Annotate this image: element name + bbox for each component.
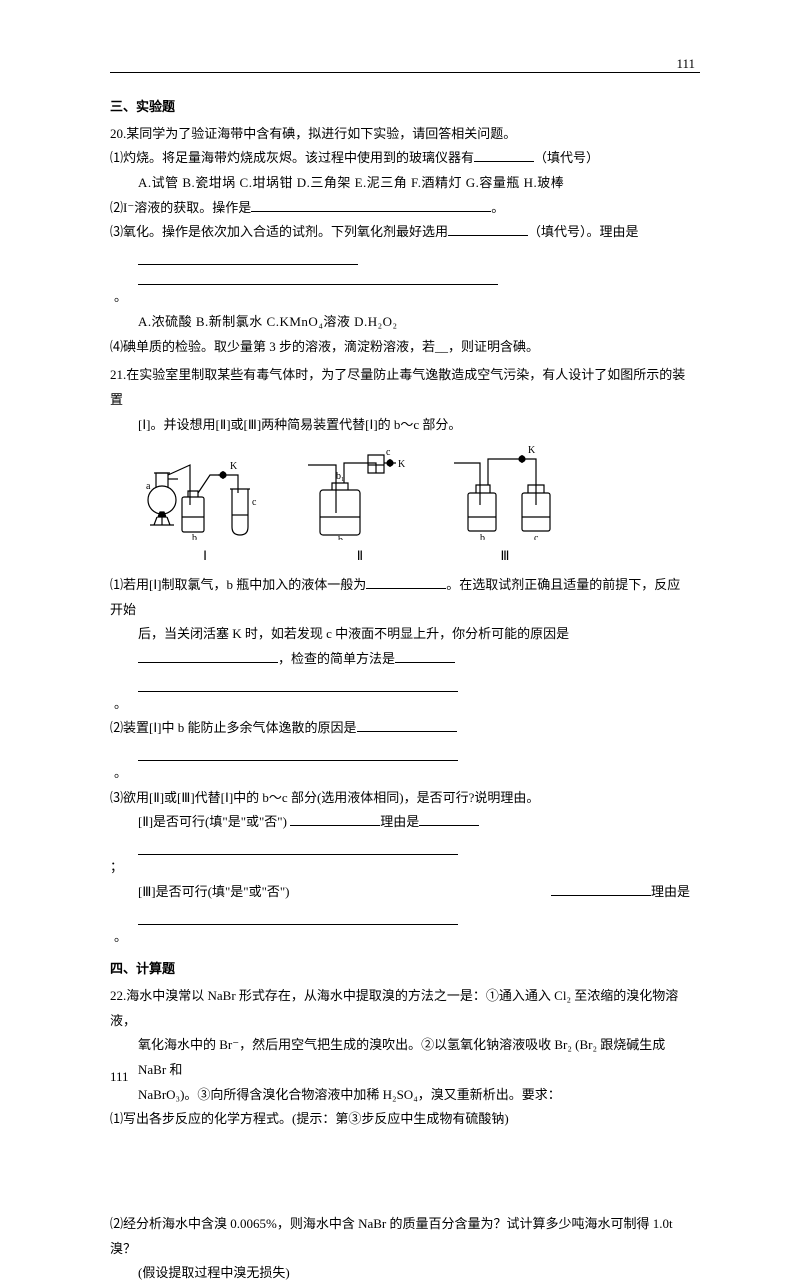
- page-content: 三、实验题 20.某同学为了验证海带中含有碘，拟进行如下实验，请回答相关问题。 …: [110, 95, 690, 1286]
- answer-space: [110, 1132, 690, 1212]
- blank-line: [138, 743, 458, 761]
- apparatus-diagrams: a b c K Ⅰ: [110, 437, 690, 573]
- q21-stem: 21.在实验室里制取某些有毒气体时，为了尽量防止毒气逸散造成空气污染，有人设计了…: [110, 363, 690, 412]
- svg-text:K: K: [528, 445, 536, 456]
- q21-part3: ⑶欲用[Ⅱ]或[Ⅲ]代替[Ⅰ]中的 b～c 部分(选用液体相同)，是否可行?说明…: [110, 786, 690, 811]
- label-I: Ⅰ: [140, 544, 270, 569]
- blank: [366, 576, 446, 589]
- q21-part2: ⑵装置[Ⅰ]中 b 能防止多余气体逸散的原因是: [110, 716, 690, 741]
- blank: [551, 883, 651, 896]
- svg-text:a: a: [146, 481, 151, 492]
- q20-part3-text: ⑶氧化。操作是依次加入合适的试剂。下列氧化剂最好选用: [110, 224, 448, 239]
- diagram-II: b₁ c K b Ⅱ: [300, 445, 420, 569]
- q21: 21.在实验室里制取某些有毒气体时，为了尽量防止毒气逸散造成空气污染，有人设计了…: [110, 363, 690, 949]
- q20-stem: 20.某同学为了验证海带中含有碘，拟进行如下实验，请回答相关问题。: [110, 122, 690, 147]
- apparatus-I-svg: a b c K: [140, 445, 270, 540]
- svg-text:K: K: [398, 459, 406, 470]
- blank: [290, 813, 380, 826]
- blank-line: [138, 247, 358, 265]
- svg-text:c: c: [534, 533, 539, 540]
- q21-stem2: [Ⅰ]。并设想用[Ⅱ]或[Ⅲ]两种简易装置代替[Ⅰ]的 b～c 部分。: [110, 413, 690, 438]
- q20: 20.某同学为了验证海带中含有碘，拟进行如下实验，请回答相关问题。 ⑴灼烧。将足…: [110, 122, 690, 360]
- svg-text:c: c: [386, 447, 391, 458]
- q21-part3-II: [Ⅱ]是否可行(填"是"或"否") 理由是: [110, 810, 690, 835]
- q20-part2-text: ⑵I⁻溶液的获取。操作是: [110, 200, 251, 215]
- blank-line: [138, 267, 498, 285]
- q21-part1d: ，检查的简单方法是: [278, 651, 395, 666]
- q22: 22.海水中溴常以 NaBr 形式存在，从海水中提取溴的方法之一是：①通入通入 …: [110, 984, 690, 1286]
- blank: [357, 719, 457, 732]
- q21-part2-text: ⑵装置[Ⅰ]中 b 能防止多余气体逸散的原因是: [110, 720, 357, 735]
- blank: [474, 149, 534, 162]
- q20-oxidizer-options: A.浓硫酸 B.新制氯水 C.KMnO₄溶液 D.H₂O₂: [110, 310, 690, 335]
- q22-part2b: (假设提取过程中溴无损失): [110, 1261, 690, 1286]
- svg-text:b₁: b₁: [336, 471, 345, 482]
- blank: [251, 199, 491, 212]
- svg-text:c: c: [252, 497, 257, 508]
- blank-line: [138, 837, 458, 855]
- diagram-III: b c K Ⅲ: [450, 445, 560, 569]
- blank-line: [138, 907, 458, 925]
- label-II: Ⅱ: [300, 544, 420, 569]
- q22-part1: ⑴写出各步反应的化学方程式。(提示：第③步反应中生成物有硫酸钠): [110, 1107, 690, 1132]
- q21-part3-III-text: [Ⅲ]是否可行(填"是"或"否"): [138, 884, 290, 899]
- q20-part3-tail: （填代号）。理由是: [528, 224, 639, 239]
- label-III: Ⅲ: [450, 544, 560, 569]
- q20-part1-tail: （填代号）: [534, 150, 599, 165]
- blank-line: [138, 674, 458, 692]
- q21-part1a: ⑴若用[Ⅰ]制取氯气，b 瓶中加入的液体一般为: [110, 577, 366, 592]
- section3-heading: 三、实验题: [110, 95, 690, 120]
- svg-text:b: b: [480, 533, 485, 540]
- q20-options: A.试管 B.瓷坩埚 C.坩埚钳 D.三角架 E.泥三角 F.酒精灯 G.容量瓶…: [110, 171, 690, 196]
- svg-text:b: b: [192, 533, 197, 540]
- q22-line1: 22.海水中溴常以 NaBr 形式存在，从海水中提取溴的方法之一是：①通入通入 …: [110, 984, 690, 1033]
- q21-part3-III: [Ⅲ]是否可行(填"是"或"否") 理由是: [110, 880, 690, 905]
- q22-part2: ⑵经分析海水中含溴 0.0065%，则海水中含 NaBr 的质量百分含量为？试计…: [110, 1212, 690, 1261]
- diagram-I: a b c K Ⅰ: [140, 445, 270, 569]
- q20-part1: ⑴灼烧。将足量海带灼烧成灰烬。该过程中使用到的玻璃仪器有 （填代号）: [110, 146, 690, 171]
- q20-part3: ⑶氧化。操作是依次加入合适的试剂。下列氧化剂最好选用 （填代号）。理由是: [110, 220, 690, 245]
- q21-part1d-line: ，检查的简单方法是: [110, 647, 690, 672]
- blank: [448, 223, 528, 236]
- apparatus-II-svg: b₁ c K b: [300, 445, 420, 540]
- q20-part4: ⑷碘单质的检验。取少量第 3 步的溶液，滴淀粉溶液，若__，则证明含碘。: [110, 335, 690, 360]
- svg-text:b: b: [338, 535, 343, 540]
- q22-line3: NaBrO₃)。③向所得含溴化合物溶液中加稀 H₂SO₄，溴又重新析出。要求：: [110, 1083, 690, 1108]
- q21-part1: ⑴若用[Ⅰ]制取氯气，b 瓶中加入的液体一般为。在选取试剂正确且适量的前提下，反…: [110, 573, 690, 622]
- page-number-bottom: 111: [110, 1065, 129, 1090]
- svg-text:K: K: [230, 461, 238, 472]
- q21-part3-II-reason: 理由是: [380, 814, 419, 829]
- q21-part3-II-text: [Ⅱ]是否可行(填"是"或"否"): [138, 814, 287, 829]
- blank: [395, 650, 455, 663]
- header-rule: [110, 72, 700, 73]
- section4-heading: 四、计算题: [110, 957, 690, 982]
- blank: [138, 650, 278, 663]
- q20-part1-text: ⑴灼烧。将足量海带灼烧成灰烬。该过程中使用到的玻璃仪器有: [110, 150, 474, 165]
- blank: [419, 813, 479, 826]
- apparatus-III-svg: b c K: [450, 445, 560, 540]
- q21-part1c: 后，当关闭活塞 K 时，如若发现 c 中液面不明显上升，你分析可能的原因是: [110, 622, 690, 647]
- q20-part2: ⑵I⁻溶液的获取。操作是。: [110, 196, 690, 221]
- q22-line2: 氧化海水中的 Br⁻，然后用空气把生成的溴吹出。②以氢氧化钠溶液吸收 Br₂ (…: [110, 1033, 690, 1082]
- q21-part3-III-reason: 理由是: [651, 884, 690, 899]
